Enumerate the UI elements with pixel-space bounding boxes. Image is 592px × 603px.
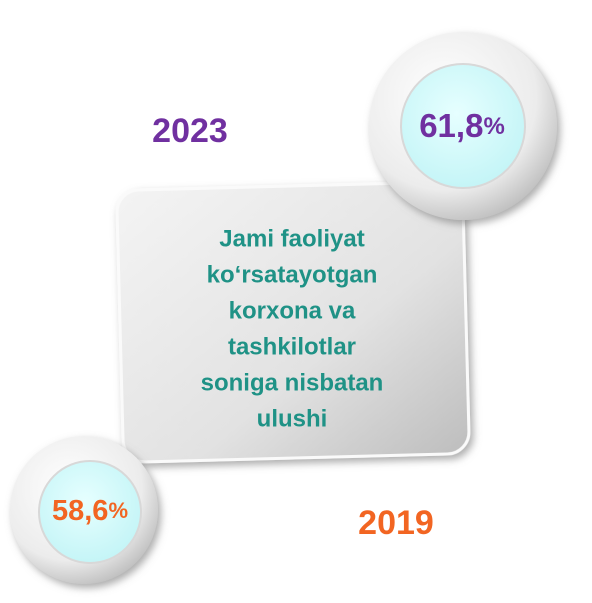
- center-line: ko‘rsatayotgan: [207, 261, 378, 288]
- value-2019: 58,6%: [52, 495, 128, 527]
- inner-circle: [400, 63, 526, 189]
- unit: %: [483, 113, 504, 140]
- center-line: Jami faoliyat: [219, 225, 364, 252]
- center-line: tashkilotlar: [228, 333, 356, 360]
- year: 2019: [358, 504, 434, 542]
- value: 58,6: [52, 495, 108, 527]
- center-box: [115, 180, 471, 464]
- value-2023: 61,8%: [419, 107, 505, 144]
- center-box-group: [115, 180, 471, 464]
- center-line: soniga nisbatan: [201, 369, 384, 396]
- inner-circle: [38, 460, 142, 564]
- center-line: korxona va: [229, 297, 356, 324]
- value: 61,8: [419, 107, 483, 144]
- center-text: Jami faoliyat ko‘rsatayotgan korxona va …: [201, 225, 384, 432]
- year: 2023: [152, 112, 228, 150]
- unit: %: [108, 498, 128, 523]
- center-line: ulushi: [257, 405, 328, 432]
